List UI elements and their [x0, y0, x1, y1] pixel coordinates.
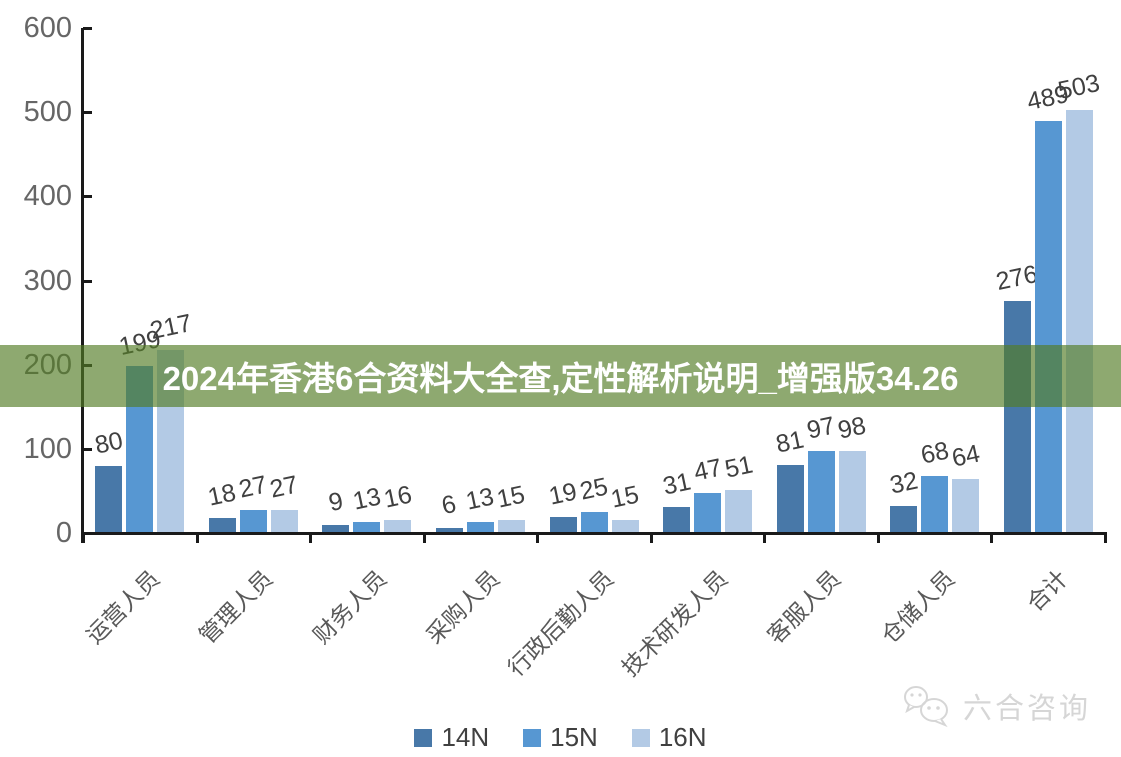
x-axis-tick-mark [1104, 533, 1107, 543]
bar-15N-仓储人员 [921, 475, 949, 533]
x-axis-tick-mark [195, 533, 199, 543]
bar-14N-运营人员 [95, 465, 123, 533]
legend-swatch [523, 728, 542, 747]
category-label: 仓储人员 [875, 565, 960, 649]
bar-16N-管理人员 [270, 510, 298, 533]
bar-14N-管理人员 [208, 517, 236, 533]
legend-item: 15N [523, 722, 598, 753]
bar-15N-合计 [1034, 121, 1062, 533]
x-axis-tick-mark [82, 533, 85, 543]
x-axis-tick-mark [536, 533, 540, 543]
y-axis-line [81, 28, 84, 543]
bar-16N-客服人员 [838, 450, 866, 533]
legend-swatch [631, 728, 650, 747]
value-label: 27 [236, 470, 270, 504]
value-label: 15 [608, 480, 642, 514]
bar-14N-仓储人员 [890, 506, 918, 533]
bar-14N-采购人员 [435, 527, 463, 533]
y-axis-tick-mark [83, 111, 92, 115]
category-label: 运营人员 [80, 565, 165, 649]
bar-14N-行政后勤人员 [549, 517, 577, 533]
bar-14N-合计 [1003, 300, 1031, 533]
value-label: 18 [205, 478, 239, 512]
bar-15N-客服人员 [807, 451, 835, 533]
value-label: 13 [463, 482, 497, 516]
value-label: 64 [949, 439, 983, 473]
value-label: 19 [546, 477, 580, 511]
bar-15N-管理人员 [239, 510, 267, 533]
legend-label: 16N [658, 722, 707, 752]
y-axis-tick-mark [83, 447, 92, 451]
value-label: 15 [494, 480, 528, 514]
bar-15N-采购人员 [466, 522, 494, 533]
x-axis-tick-mark [649, 533, 653, 543]
value-label: 25 [577, 472, 611, 506]
watermark: 六合咨询 [901, 684, 1091, 728]
value-label: 31 [659, 467, 693, 501]
value-label: 80 [92, 426, 126, 460]
legend-item: 16N [631, 722, 707, 753]
x-axis-tick-mark [309, 533, 313, 543]
category-label: 客服人员 [762, 565, 846, 649]
overlay-banner: 2024年香港6合资料大全查,定性解析说明_增强版34.26 [0, 345, 1121, 407]
bar-16N-行政后勤人员 [611, 520, 639, 533]
chat-bubbles-icon [903, 686, 948, 728]
x-axis-line [81, 532, 1107, 535]
bar-15N-技术研发人员 [694, 493, 722, 533]
category-label: 技术研发人员 [616, 565, 733, 682]
bar-16N-技术研发人员 [725, 490, 753, 533]
x-axis-tick-mark [990, 533, 994, 543]
category-label: 合计 [1021, 565, 1073, 617]
y-axis-tick-label: 500 [23, 96, 72, 129]
category-label: 采购人员 [421, 565, 506, 649]
bar-16N-仓储人员 [952, 479, 980, 533]
value-label: 27 [267, 470, 301, 504]
y-axis-tick-label: 600 [23, 12, 72, 44]
value-label: 32 [887, 466, 921, 500]
y-axis-tick-mark [83, 195, 92, 199]
bar-14N-财务人员 [322, 525, 350, 533]
y-axis-tick-label: 0 [55, 517, 72, 549]
category-label: 管理人员 [194, 565, 278, 649]
bar-15N-财务人员 [353, 522, 381, 533]
y-axis-tick-label: 300 [23, 264, 72, 297]
bar-16N-财务人员 [384, 519, 412, 533]
category-label: 财务人员 [308, 565, 392, 649]
bar-14N-技术研发人员 [663, 506, 691, 533]
x-axis-tick-mark [876, 533, 880, 543]
banner-text: 2024年香港6合资料大全查,定性解析说明_增强版34.26 [162, 360, 959, 397]
value-label: 9 [326, 487, 346, 518]
value-label: 97 [804, 411, 838, 445]
value-label: 13 [350, 482, 384, 516]
bar-16N-合计 [1065, 109, 1093, 533]
value-label: 6 [439, 489, 460, 521]
watermark-text: 六合咨询 [962, 693, 1091, 725]
legend-item: 14N [414, 722, 489, 753]
value-label: 276 [993, 259, 1041, 296]
value-label: 51 [721, 450, 755, 484]
bar-16N-采购人员 [497, 520, 525, 533]
y-axis-tick-label: 100 [23, 432, 72, 465]
legend-label: 14N [441, 722, 490, 752]
x-axis-tick-mark [422, 533, 426, 543]
x-axis-tick-mark [763, 533, 767, 543]
bar-15N-行政后勤人员 [580, 511, 608, 533]
y-axis-tick-mark [83, 279, 92, 283]
category-label: 行政后勤人员 [502, 565, 619, 682]
value-label: 81 [773, 425, 807, 459]
y-axis-tick-label: 400 [23, 180, 72, 213]
value-label: 217 [147, 309, 194, 346]
legend: 14N 15N 16N [0, 722, 1121, 753]
bar-14N-客服人员 [776, 464, 804, 533]
value-label: 68 [918, 436, 952, 470]
value-label: 503 [1055, 68, 1103, 105]
y-axis-tick-mark [83, 27, 92, 30]
legend-swatch [414, 728, 433, 747]
legend-label: 15N [550, 722, 598, 752]
value-label: 47 [690, 453, 724, 488]
value-label: 16 [381, 479, 415, 514]
value-label: 98 [835, 410, 869, 445]
